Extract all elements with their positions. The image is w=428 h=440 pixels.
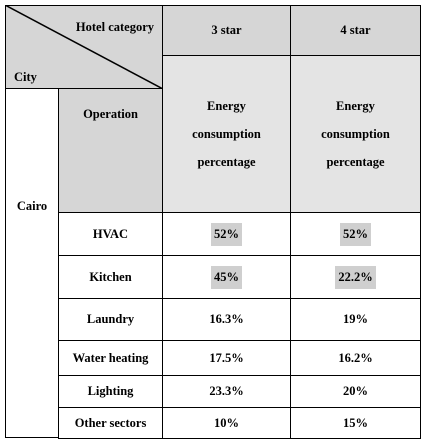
operation-text: Lighting: [87, 384, 134, 398]
corner-cell: Hotel category City: [4, 4, 163, 89]
operation-cell: Lighting: [58, 375, 163, 408]
operation-cell: Kitchen: [58, 255, 163, 299]
operation-text: Other sectors: [74, 415, 147, 430]
value-text: 17.5%: [209, 350, 244, 365]
value-cell: 20%: [290, 375, 421, 408]
operation-cell: HVAC: [58, 212, 163, 256]
metric-header: Energy consumption percentage: [162, 55, 291, 213]
operation-cell: Other sectors: [58, 407, 163, 439]
value-text: 45%: [211, 265, 242, 289]
value-cell: 52%: [162, 212, 291, 256]
operation-text: Kitchen: [89, 269, 132, 284]
value-cell: 23.3%: [162, 375, 291, 408]
metric-header: Energy consumption percentage: [290, 55, 421, 213]
column-header: 4 star: [290, 5, 421, 56]
value-text: 16.3%: [209, 312, 244, 326]
value-cell: 17.5%: [162, 340, 291, 376]
value-cell: 22.2%: [290, 255, 421, 299]
value-text: 52%: [211, 222, 242, 246]
operation-cell: Water heating: [58, 340, 163, 376]
value-text: 22.2%: [335, 265, 376, 289]
value-text: 52%: [340, 222, 371, 246]
operation-cell: Laundry: [58, 298, 163, 341]
value-text: 16.2%: [338, 350, 373, 365]
column-header-label: Hotel category: [75, 20, 154, 34]
value-cell: 10%: [162, 407, 291, 439]
operation-text: Water heating: [72, 350, 149, 365]
city-cell: Cairo: [5, 88, 59, 438]
value-cell: 52%: [290, 212, 421, 256]
column-header: 3 star: [162, 5, 291, 56]
value-text: 10%: [214, 415, 239, 430]
operation-header: Operation: [58, 88, 163, 213]
value-text: 19%: [343, 312, 368, 326]
value-cell: 45%: [162, 255, 291, 299]
value-cell: 16.3%: [162, 298, 291, 341]
operation-text: Laundry: [86, 312, 135, 326]
value-text: 15%: [343, 415, 368, 430]
value-cell: 16.2%: [290, 340, 421, 376]
value-cell: 15%: [290, 407, 421, 439]
value-cell: 19%: [290, 298, 421, 341]
value-text: 23.3%: [209, 384, 244, 398]
diagonal: [4, 4, 163, 89]
value-text: 20%: [343, 384, 368, 398]
row-header-label: City: [14, 70, 37, 84]
operation-text: HVAC: [92, 226, 129, 241]
